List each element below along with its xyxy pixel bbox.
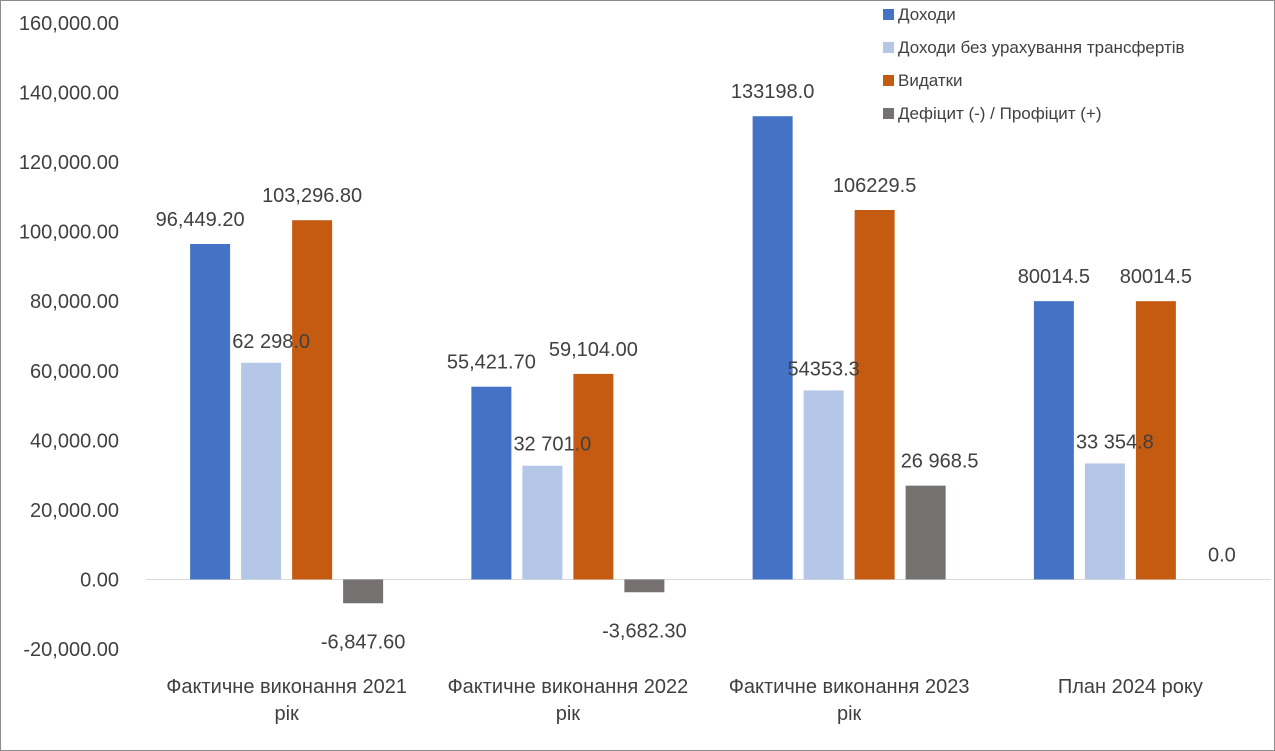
legend-swatch <box>883 9 894 20</box>
y-tick-label: 160,000.00 <box>19 13 119 35</box>
y-tick-label: 20,000.00 <box>30 500 119 522</box>
legend-swatch <box>883 42 894 53</box>
bar <box>1135 301 1176 580</box>
data-label: -6,847.60 <box>321 631 406 653</box>
data-label: 106229.5 <box>833 175 916 197</box>
legend-swatch <box>883 75 894 86</box>
axis-layer: -20,000.00 0.00 20,000.00 40,000.00 60,000.0… <box>19 13 1271 725</box>
bar <box>471 386 512 580</box>
data-label: 54353.3 <box>787 358 859 380</box>
data-label: 133198.0 <box>731 81 814 103</box>
bar <box>573 373 614 580</box>
y-tick-label: 120,000.00 <box>19 152 119 174</box>
data-label: 96,449.20 <box>156 209 245 231</box>
data-label: -3,682.30 <box>602 620 687 642</box>
bar <box>854 210 895 580</box>
y-tick-label: 80,000.00 <box>30 291 119 313</box>
x-category-label: Фактичне виконання 2022 <box>447 676 688 698</box>
data-label: 103,296.80 <box>262 185 362 207</box>
legend-label: Доходи без урахування трансфертів <box>898 38 1185 57</box>
legend-label: Видатки <box>898 71 963 90</box>
data-label: 0.0 <box>1208 544 1236 566</box>
bar <box>624 579 665 593</box>
y-tick-label: 60,000.00 <box>30 361 119 383</box>
bar <box>1084 463 1125 580</box>
bar <box>292 220 333 580</box>
x-category-label: рік <box>274 703 299 725</box>
data-label: 33 354.8 <box>1076 431 1154 453</box>
bar <box>752 116 793 580</box>
x-category-label: рік <box>837 703 862 725</box>
bar <box>241 362 282 580</box>
data-label: 62 298.0 <box>232 331 310 353</box>
legend-label: Дефіцит (-) / Профіцит (+) <box>898 104 1102 123</box>
y-tick-label: 100,000.00 <box>19 222 119 244</box>
y-tick-label: 0.00 <box>80 569 119 591</box>
data-label: 80014.5 <box>1018 266 1090 288</box>
x-category-label: Фактичне виконання 2023 <box>729 676 970 698</box>
x-category-label: рік <box>556 703 581 725</box>
y-tick-label: 40,000.00 <box>30 430 119 452</box>
y-tick-label: -20,000.00 <box>23 639 119 661</box>
x-category-label: Фактичне виконання 2021 <box>166 676 407 698</box>
data-label: 55,421.70 <box>447 352 536 374</box>
bar <box>343 579 384 604</box>
bars-layer <box>190 116 1176 604</box>
x-category-label: План 2024 року <box>1058 676 1203 698</box>
y-tick-label: 140,000.00 <box>19 83 119 105</box>
data-label: 32 701.0 <box>513 434 591 456</box>
bar <box>522 465 563 580</box>
legend: Доходи Доходи без урахування трансфертів В… <box>883 5 1185 123</box>
legend-label: Доходи <box>898 5 956 24</box>
bar <box>1033 301 1074 580</box>
data-label: 80014.5 <box>1120 266 1192 288</box>
bar <box>803 390 844 580</box>
data-label: 59,104.00 <box>549 339 638 361</box>
legend-swatch <box>883 108 894 119</box>
data-labels-layer: 96,449.20 62 298.0 103,296.80 -6,847.60 55,4… <box>156 81 1236 653</box>
data-label: 26 968.5 <box>901 451 979 473</box>
bar <box>905 485 946 580</box>
bar <box>190 244 231 580</box>
